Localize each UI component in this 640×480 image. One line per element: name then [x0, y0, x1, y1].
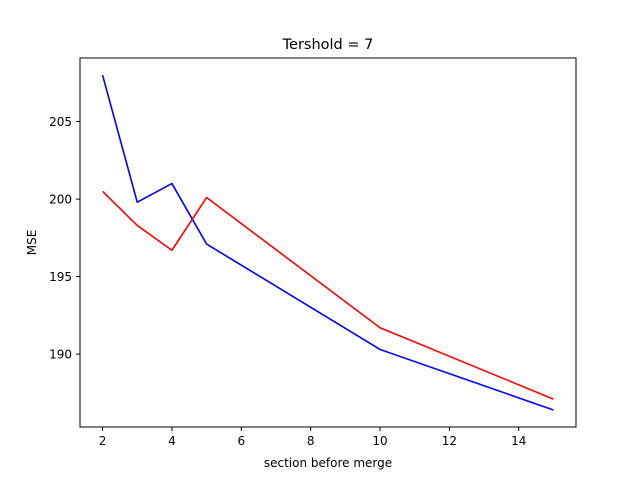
series-line-1 [101, 190, 554, 400]
y-axis: 190 195 200 205 [49, 115, 80, 362]
y-axis-label: MSE [25, 230, 39, 256]
series-layer [101, 74, 554, 411]
y-tick-label: 190 [49, 348, 72, 362]
x-tick-label: 14 [511, 434, 526, 448]
x-tick-label: 6 [237, 434, 245, 448]
x-tick-label: 4 [168, 434, 176, 448]
y-tick-label: 205 [49, 115, 72, 129]
x-tick-label: 10 [372, 434, 387, 448]
x-tick-label: 12 [442, 434, 457, 448]
x-axis: 2 4 6 8 10 12 14 [99, 427, 526, 448]
x-axis-label: section before merge [264, 456, 392, 470]
plot-area [80, 58, 576, 427]
y-tick-label: 200 [49, 193, 72, 207]
series-line-0 [101, 74, 554, 411]
chart-title: Tershold = 7 [282, 37, 374, 53]
axes-frame [79, 57, 577, 428]
x-tick-label: 2 [99, 434, 107, 448]
x-tick-label: 8 [307, 434, 315, 448]
y-tick-label: 195 [49, 270, 72, 284]
